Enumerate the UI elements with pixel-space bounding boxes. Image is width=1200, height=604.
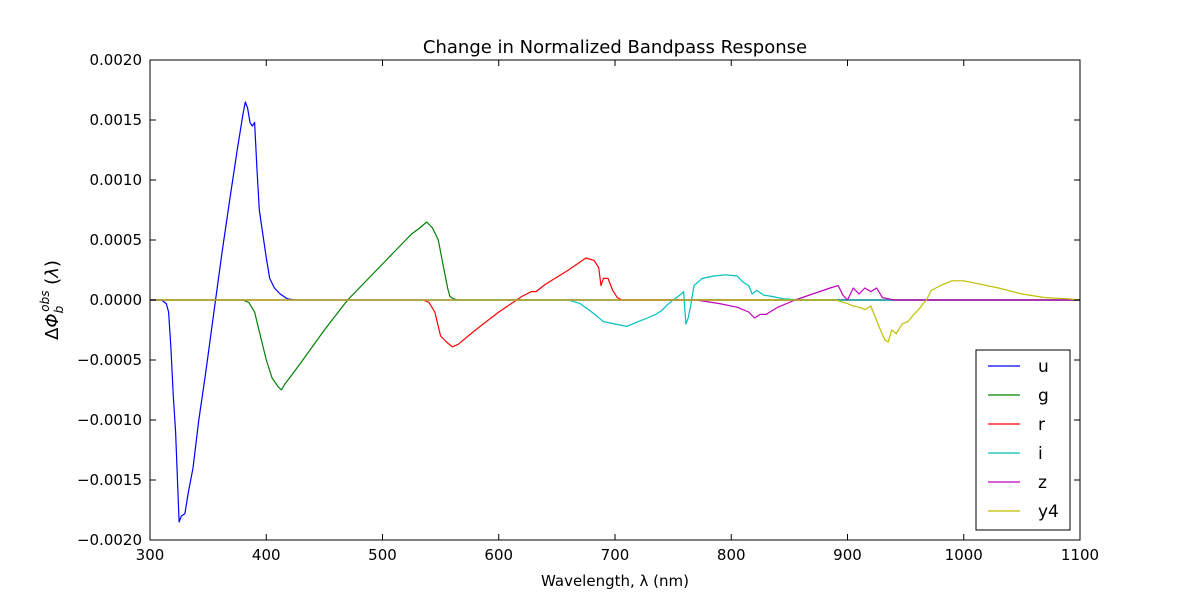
x-axis-ticks: 300 400 500 600 700 800 900 1000 1100 — [136, 60, 1099, 564]
x-tick-label: 700 — [601, 546, 630, 564]
series-layer — [150, 101, 1081, 523]
x-tick-label: 900 — [833, 546, 862, 564]
y-tick-label: −0.0010 — [77, 411, 142, 429]
series-line-y4 — [150, 280, 1081, 343]
y-axis-label: ΔΦbobs (λ) — [38, 260, 66, 340]
series-line-z — [150, 285, 1080, 319]
y-axis-ticks: 0.0020 0.0015 0.0010 0.0005 0.0000 −0.0005 −0.… — [77, 51, 1080, 549]
legend-label-y4: y4 — [1038, 502, 1059, 522]
series-line-r — [150, 257, 1080, 348]
x-tick-label: 500 — [368, 546, 397, 564]
y-tick-label: −0.0020 — [77, 531, 142, 549]
series-line-u — [150, 101, 1080, 523]
y-tick-label: −0.0015 — [77, 471, 142, 489]
series-line-i — [150, 274, 1080, 327]
x-tick-label: 300 — [136, 546, 165, 564]
y-tick-label: 0.0010 — [90, 171, 143, 189]
series-line-g — [150, 221, 1080, 391]
y-tick-label: 0.0000 — [90, 291, 143, 309]
legend-label-i: i — [1038, 444, 1043, 464]
y-tick-label: 0.0005 — [90, 231, 143, 249]
legend-label-u: u — [1038, 357, 1049, 377]
x-tick-label: 800 — [717, 546, 746, 564]
y-axis-label-text: ΔΦbobs (λ) — [38, 260, 66, 340]
x-axis-label: Wavelength, λ (nm) — [541, 572, 689, 590]
plot-area: 300 400 500 600 700 800 900 1000 1100 0.00200.00… — [77, 51, 1099, 564]
x-tick-label: 1100 — [1061, 546, 1099, 564]
x-tick-label: 1000 — [945, 546, 983, 564]
chart-title: Change in Normalized Bandpass Response — [423, 37, 807, 58]
y-tick-label: −0.0005 — [77, 351, 142, 369]
y-tick-label: 0.0020 — [90, 51, 143, 69]
x-tick-label: 600 — [484, 546, 513, 564]
legend-label-g: g — [1038, 386, 1049, 406]
x-tick-label: 400 — [252, 546, 281, 564]
legend-label-z: z — [1038, 473, 1047, 493]
y-tick-label: 0.0015 — [90, 111, 143, 129]
legend-label-r: r — [1038, 415, 1045, 435]
legend-box — [975, 349, 1071, 531]
